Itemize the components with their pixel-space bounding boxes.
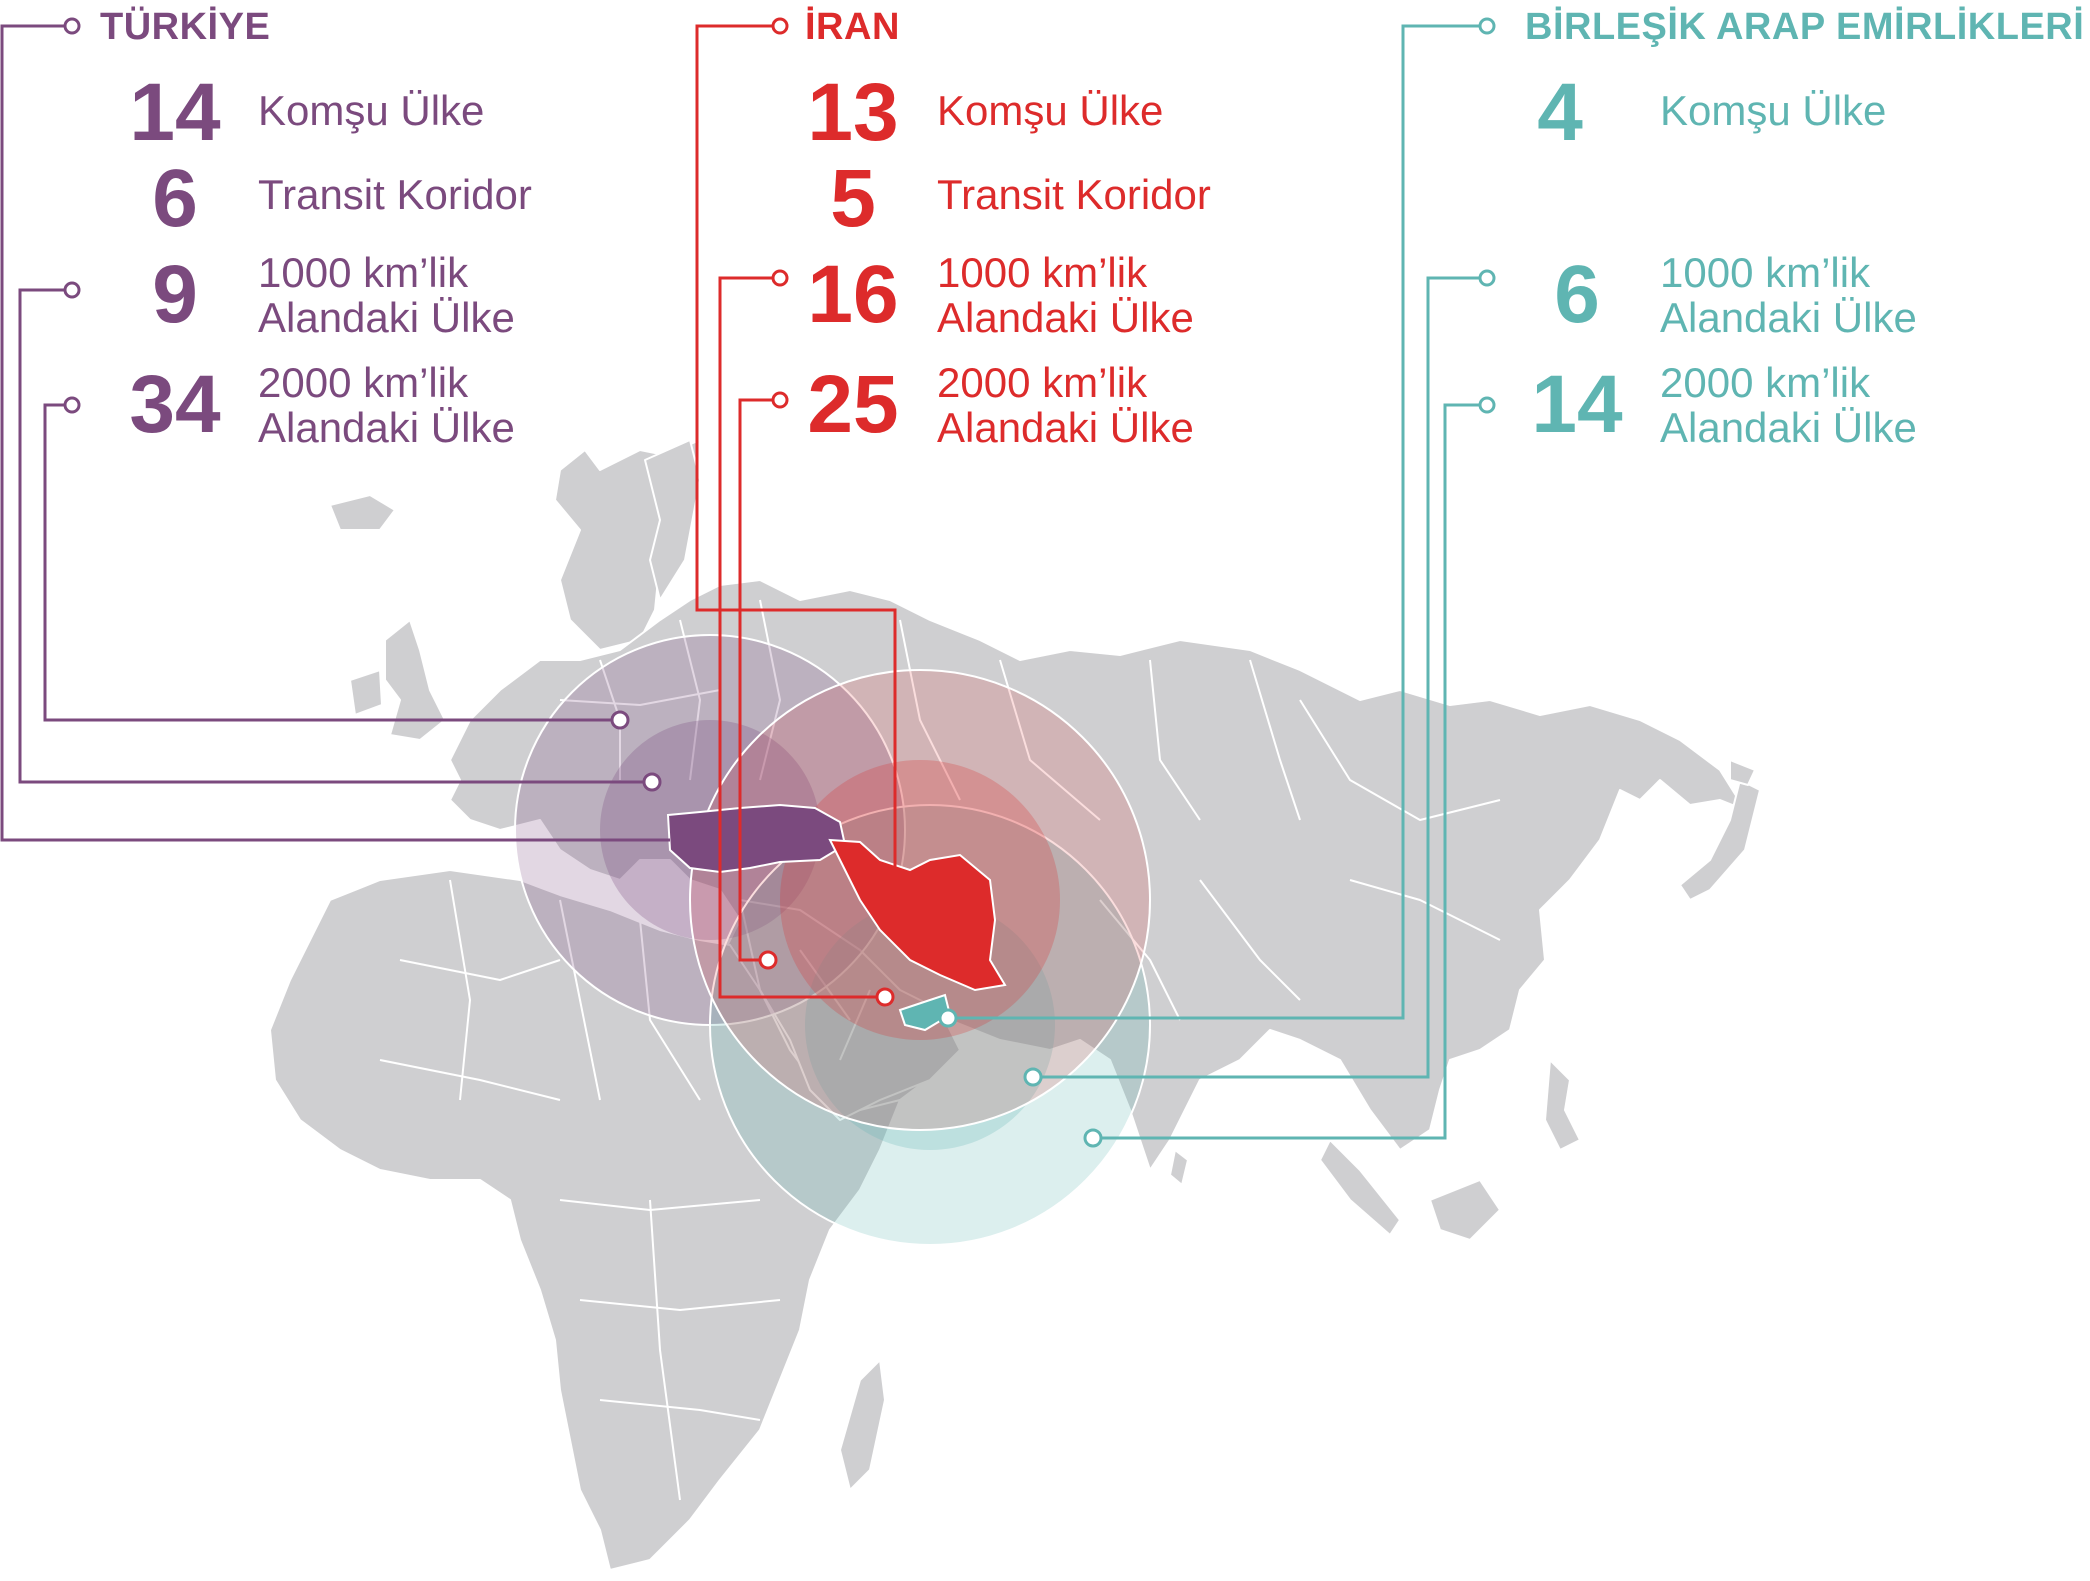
philippines-shape [1544,1059,1581,1151]
iran-1000km-value: 16 [807,249,899,340]
finland-shape [644,439,701,601]
iran-markers [758,17,895,1007]
turkiye-1000km-label: 1000 km’lik Alandaki Ülke [258,249,515,342]
borneo-shape [1429,1179,1501,1241]
uae-2000km-value: 14 [1531,359,1623,450]
turkiye-shape [666,803,847,874]
turkiye-1000km-value: 9 [152,249,198,340]
uae-title: BİRLEŞİK ARAP EMİRLİKLERİ [1525,6,2085,48]
iran-corridors-value: 5 [830,153,876,244]
iran-neighbors-value: 13 [807,67,899,158]
madagascar-shape [839,1359,886,1491]
iran-shape [828,838,1007,992]
turkiye-title: TÜRKİYE [100,6,271,48]
turkiye-connectors [0,24,670,842]
iran-neighbors-label: Komşu Ülke [937,87,1164,134]
srilanka-shape [1169,1149,1189,1186]
turkiye-corridors-value: 6 [152,153,198,244]
hokkaido-shape [1729,759,1756,786]
uae-connectors [948,24,1485,1140]
landmass [269,439,1761,1571]
iran-2000km-label: 2000 km’lik Alandaki Ülke [937,359,1194,452]
turkiye-neighbors-label: Komşu Ülke [258,87,485,134]
turkiye-markers [63,17,662,792]
iran-title: İRAN [805,6,900,48]
arabia-shape [739,899,961,1121]
turkiye-corridors-label: Transit Koridor [258,171,532,218]
iran-2000km-value: 25 [807,359,899,450]
japan-shape [1679,779,1761,901]
uae-2000km-label: 2000 km’lik Alandaki Ülke [1660,359,1917,452]
ireland-shape [349,669,383,716]
sumatra-shape [1319,1139,1401,1236]
turkiye-neighbors-value: 14 [129,67,221,158]
uae-1000km-label: 1000 km’lik Alandaki Ülke [1660,249,1917,342]
iran-connectors [695,24,897,999]
iran-corridors-label: Transit Koridor [937,171,1211,218]
britain-shape [384,619,446,741]
uae-1000km-value: 6 [1554,249,1600,340]
turkiye-2000km-value: 34 [129,359,221,450]
turkiye-2000km-label: 2000 km’lik Alandaki Ülke [258,359,515,452]
iran-1000km-label: 1000 km’lik Alandaki Ülke [937,249,1194,342]
uae-markers [938,17,1496,1148]
uae-neighbors-value: 4 [1537,67,1583,158]
iceland-shape [329,494,396,531]
uae-neighbors-label: Komşu Ülke [1660,87,1887,134]
